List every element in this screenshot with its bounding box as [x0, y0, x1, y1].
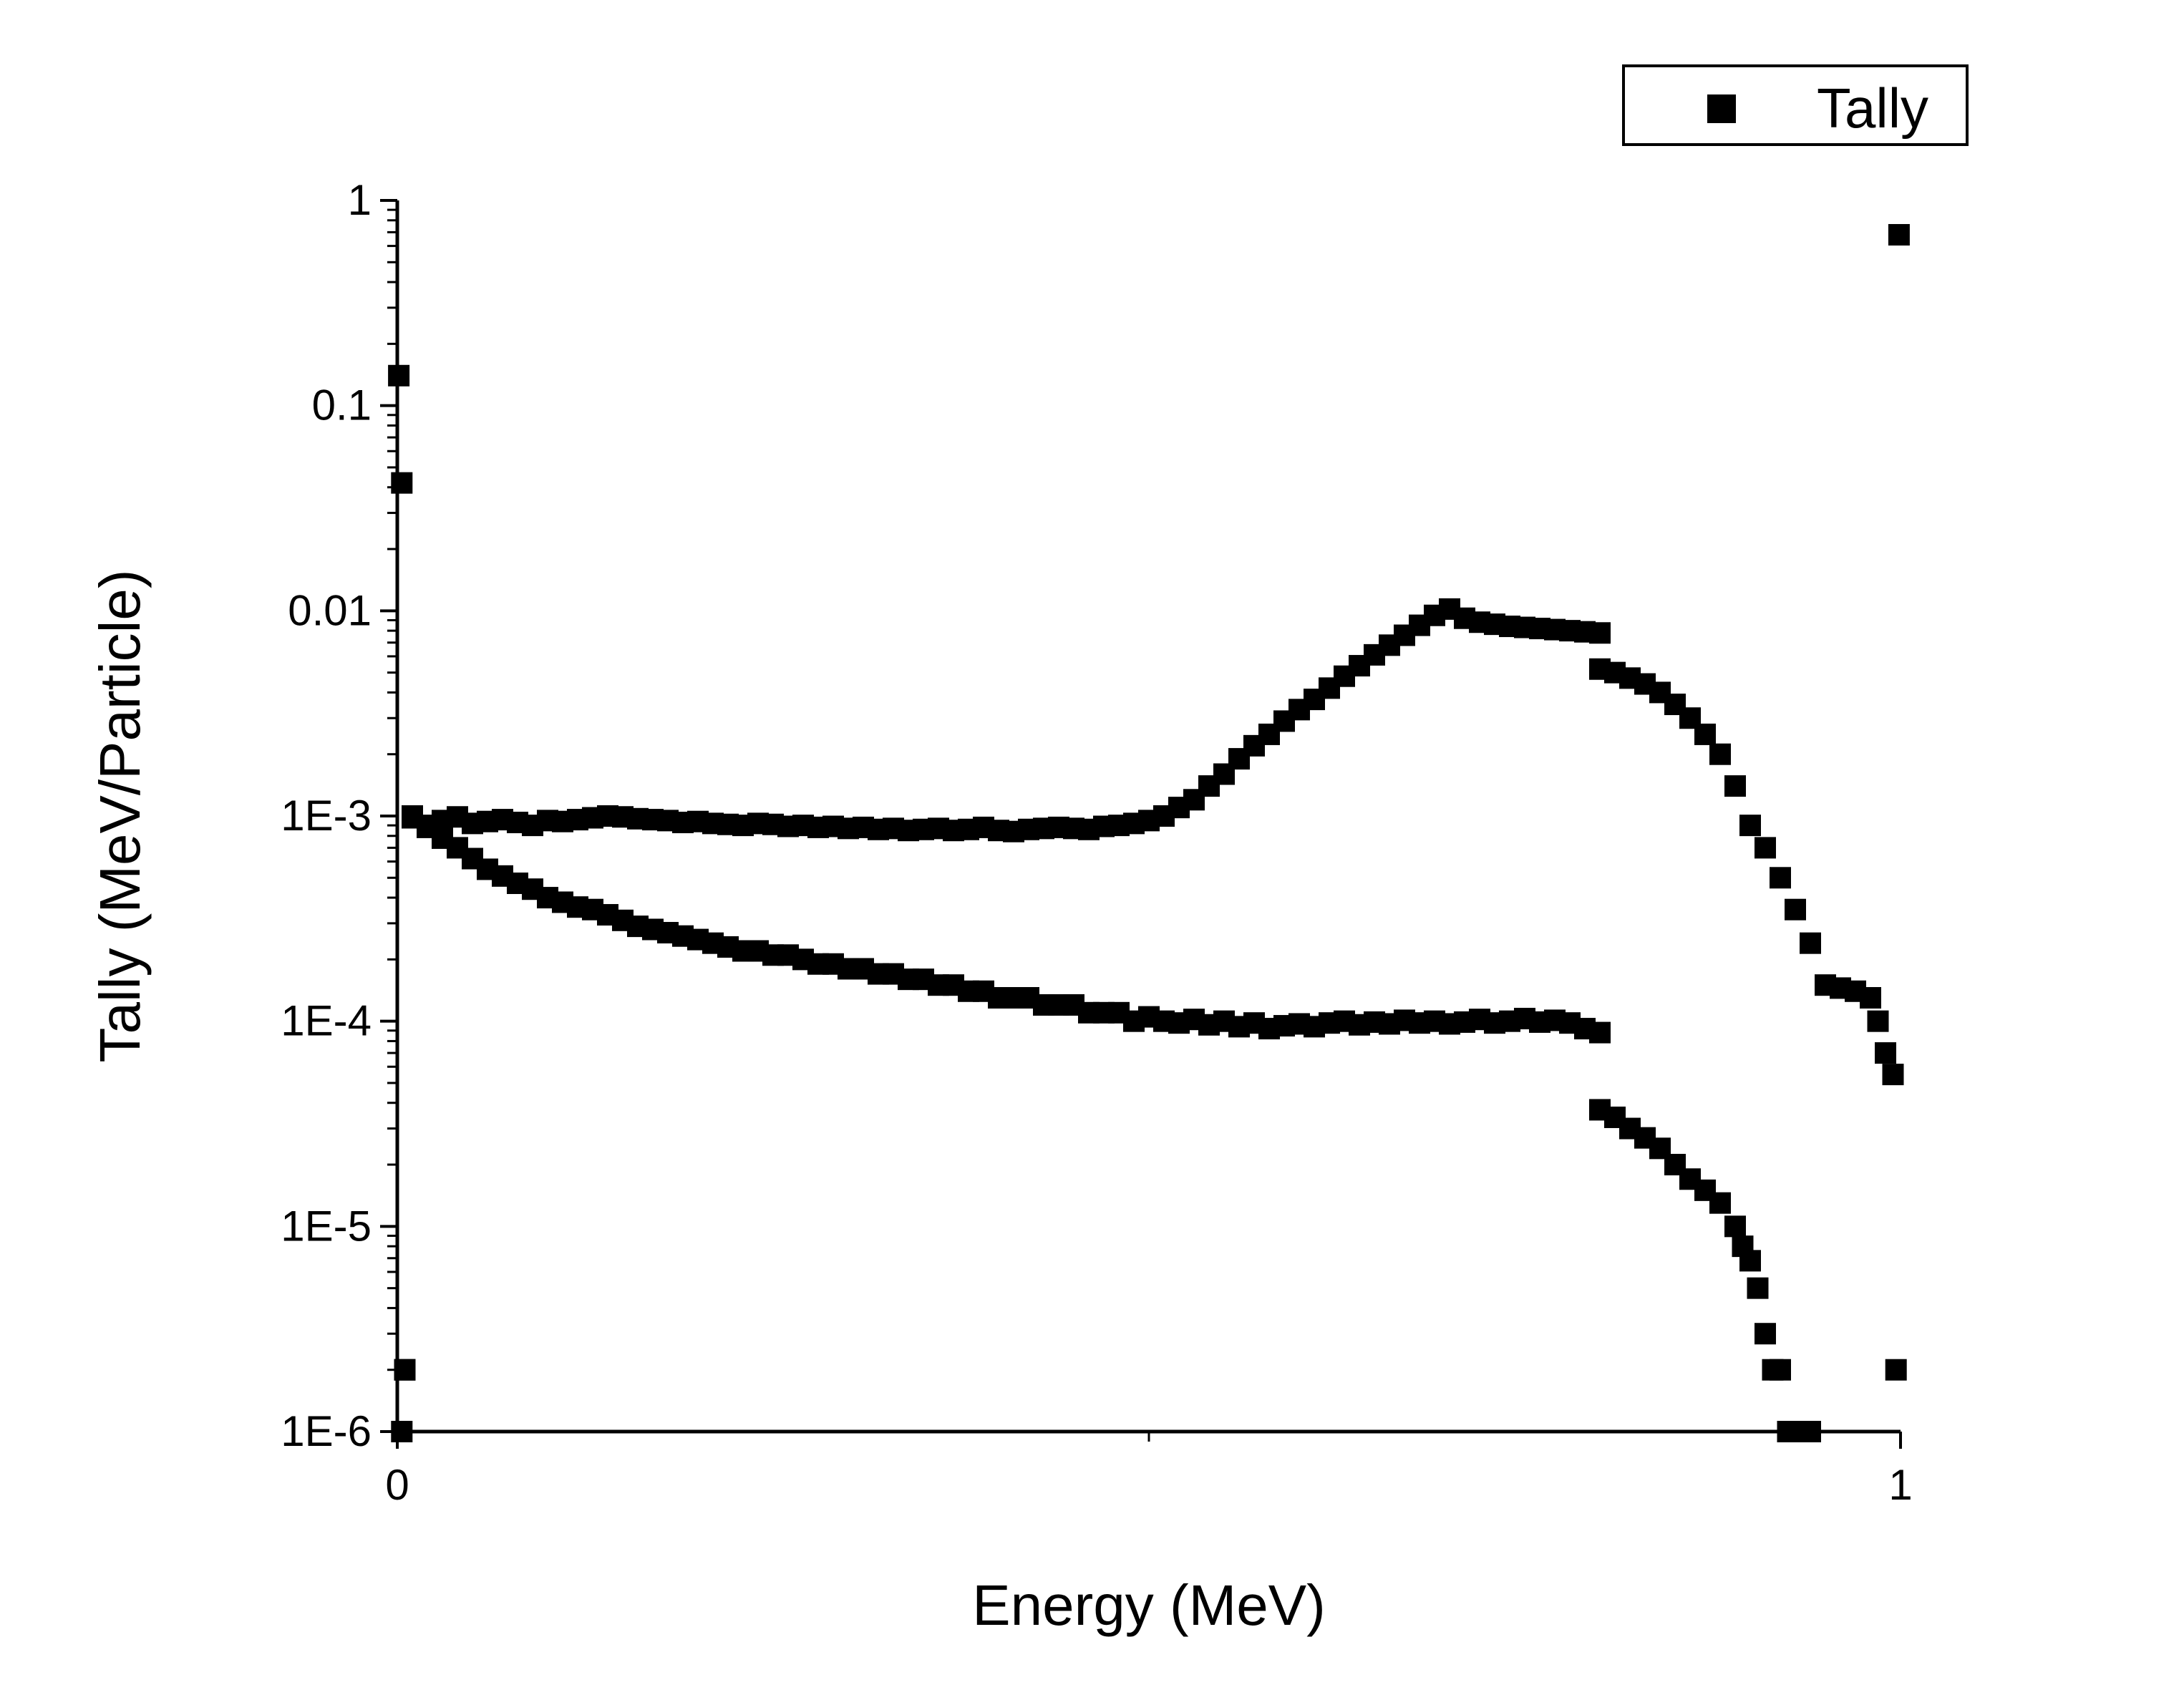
data-point	[1589, 1021, 1611, 1044]
y-axis-title: Tally (MeV/Particle)	[88, 569, 152, 1062]
data-point	[1755, 1323, 1776, 1345]
x-tick-label: 1	[1888, 1461, 1912, 1509]
data-point	[1800, 932, 1821, 954]
data-point	[1724, 1215, 1746, 1238]
data-point	[391, 1421, 413, 1442]
data-point	[1885, 1359, 1907, 1381]
y-tick-label: 0.01	[288, 586, 372, 634]
x-tick-label: 0	[385, 1461, 409, 1509]
data-point	[1724, 775, 1746, 797]
data-point	[391, 472, 413, 494]
y-tick-label: 1	[348, 176, 372, 224]
data-point	[1785, 898, 1806, 921]
legend-label: Tally	[1817, 77, 1928, 140]
y-tick-label: 1E-3	[281, 792, 372, 840]
legend: Tally	[1622, 64, 1969, 146]
data-point	[1709, 1192, 1731, 1214]
data-point	[1739, 1250, 1761, 1272]
data-point	[1694, 723, 1716, 745]
x-axis-title: Energy (MeV)	[972, 1573, 1325, 1637]
data-point	[1770, 1359, 1791, 1381]
data-point	[394, 1359, 416, 1381]
data-point	[1867, 1010, 1889, 1032]
data-point	[1770, 867, 1791, 889]
data-point	[1882, 1064, 1904, 1086]
data-point	[1589, 622, 1611, 644]
y-tick-label: 1E-5	[281, 1202, 372, 1250]
data-markers	[388, 224, 1910, 1442]
legend-box	[1622, 64, 1969, 146]
legend-marker	[1707, 94, 1736, 123]
data-point	[1875, 1042, 1896, 1064]
data-point	[1755, 837, 1776, 859]
data-point	[1747, 1277, 1769, 1299]
data-point	[1860, 987, 1881, 1009]
data-point	[388, 364, 410, 387]
y-tick-label: 1E-6	[281, 1407, 372, 1455]
y-tick-label: 0.1	[312, 382, 372, 429]
data-point	[1800, 1421, 1821, 1442]
data-point	[1739, 815, 1761, 837]
data-point	[1888, 224, 1910, 246]
y-tick-label: 1E-4	[281, 997, 372, 1045]
y-ticks: 1 0.1 0.01 1E-3 1E-4 1E-5 1E-6	[281, 176, 397, 1455]
data-point	[1709, 743, 1731, 765]
